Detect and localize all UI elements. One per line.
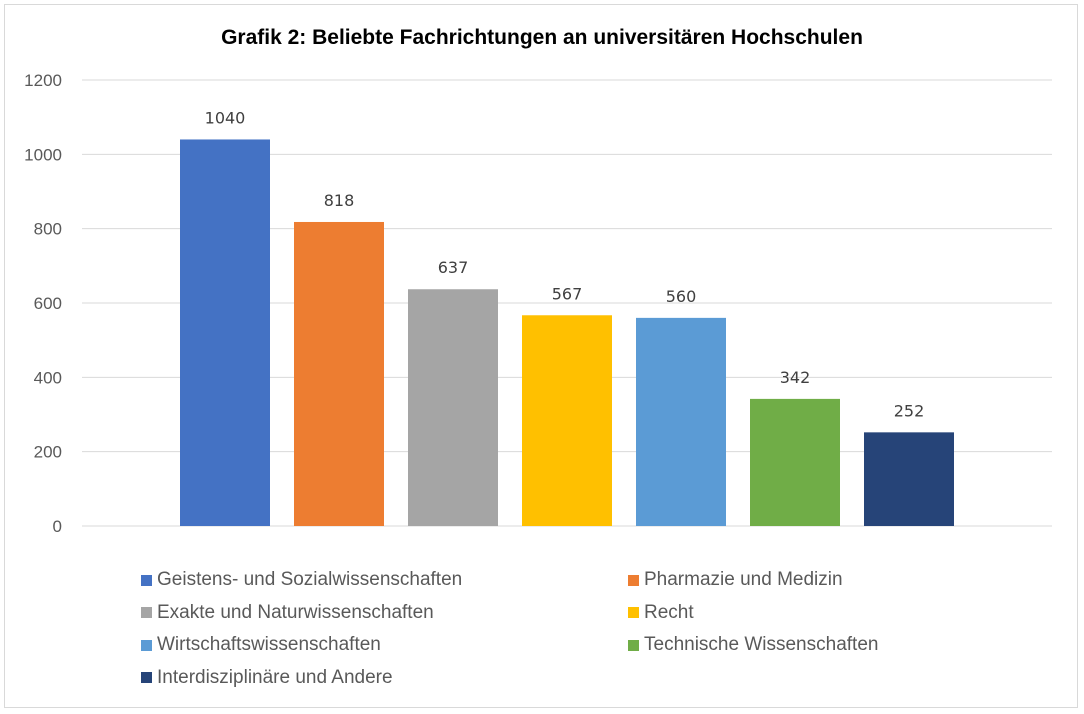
y-tick-label: 1000 [24,145,62,164]
legend-item: Pharmazie und Medizin [628,568,843,592]
legend-swatch [141,639,152,651]
legend-item: Recht [628,601,694,625]
bar [864,432,954,526]
bar [294,221,384,526]
data-label: 252 [894,401,925,420]
legend: Geistens- und Sozialwissenschaften Pharma… [0,568,1084,698]
legend-label: Exakte und Naturwissenschaften [157,601,434,623]
data-label: 342 [780,368,811,387]
bar [180,139,270,526]
y-tick-label: 400 [34,368,62,387]
legend-item: Geistens- und Sozialwissenschaften [141,568,462,592]
data-label: 560 [666,287,697,306]
bar [522,315,612,526]
legend-swatch [628,607,639,618]
data-label: 567 [552,284,583,303]
bar [750,398,840,526]
legend-swatch [141,574,152,586]
legend-item: Wirtschaftswissenschaften [141,633,381,657]
y-tick-label: 800 [34,220,62,239]
legend-item: Exakte und Naturwissenschaften [141,601,434,625]
y-tick-label: 0 [53,517,62,536]
chart-title: Grafik 2: Beliebte Fachrichtungen an uni… [221,26,863,49]
bars [180,139,954,526]
legend-item: Technische Wissenschaften [628,633,878,657]
bar [636,317,726,526]
bar [408,289,498,526]
data-label: 1040 [205,108,246,127]
legend-swatch [141,607,152,618]
y-tick-label: 200 [34,443,62,462]
data-labels: 1040 818 637 567 560 342 252 [205,108,925,420]
legend-swatch [628,574,639,586]
data-label: 637 [438,258,469,277]
legend-label: Pharmazie und Medizin [644,569,843,590]
data-label: 818 [324,191,355,210]
legend-label: Recht [644,601,694,623]
legend-swatch [141,672,152,683]
y-axis-tick-labels: 0 200 400 600 800 1000 1200 [24,71,62,536]
legend-label: Geistens- und Sozialwissenschaften [157,569,463,590]
legend-swatch [628,639,639,651]
legend-label: Wirtschaftswissenschaften [157,634,381,655]
legend-item: Interdisziplinäre und Andere [141,666,393,690]
legend-label: Interdisziplinäre und Andere [157,666,393,688]
y-tick-label: 600 [34,294,62,313]
y-tick-label: 1200 [24,71,62,90]
legend-label: Technische Wissenschaften [644,634,879,655]
